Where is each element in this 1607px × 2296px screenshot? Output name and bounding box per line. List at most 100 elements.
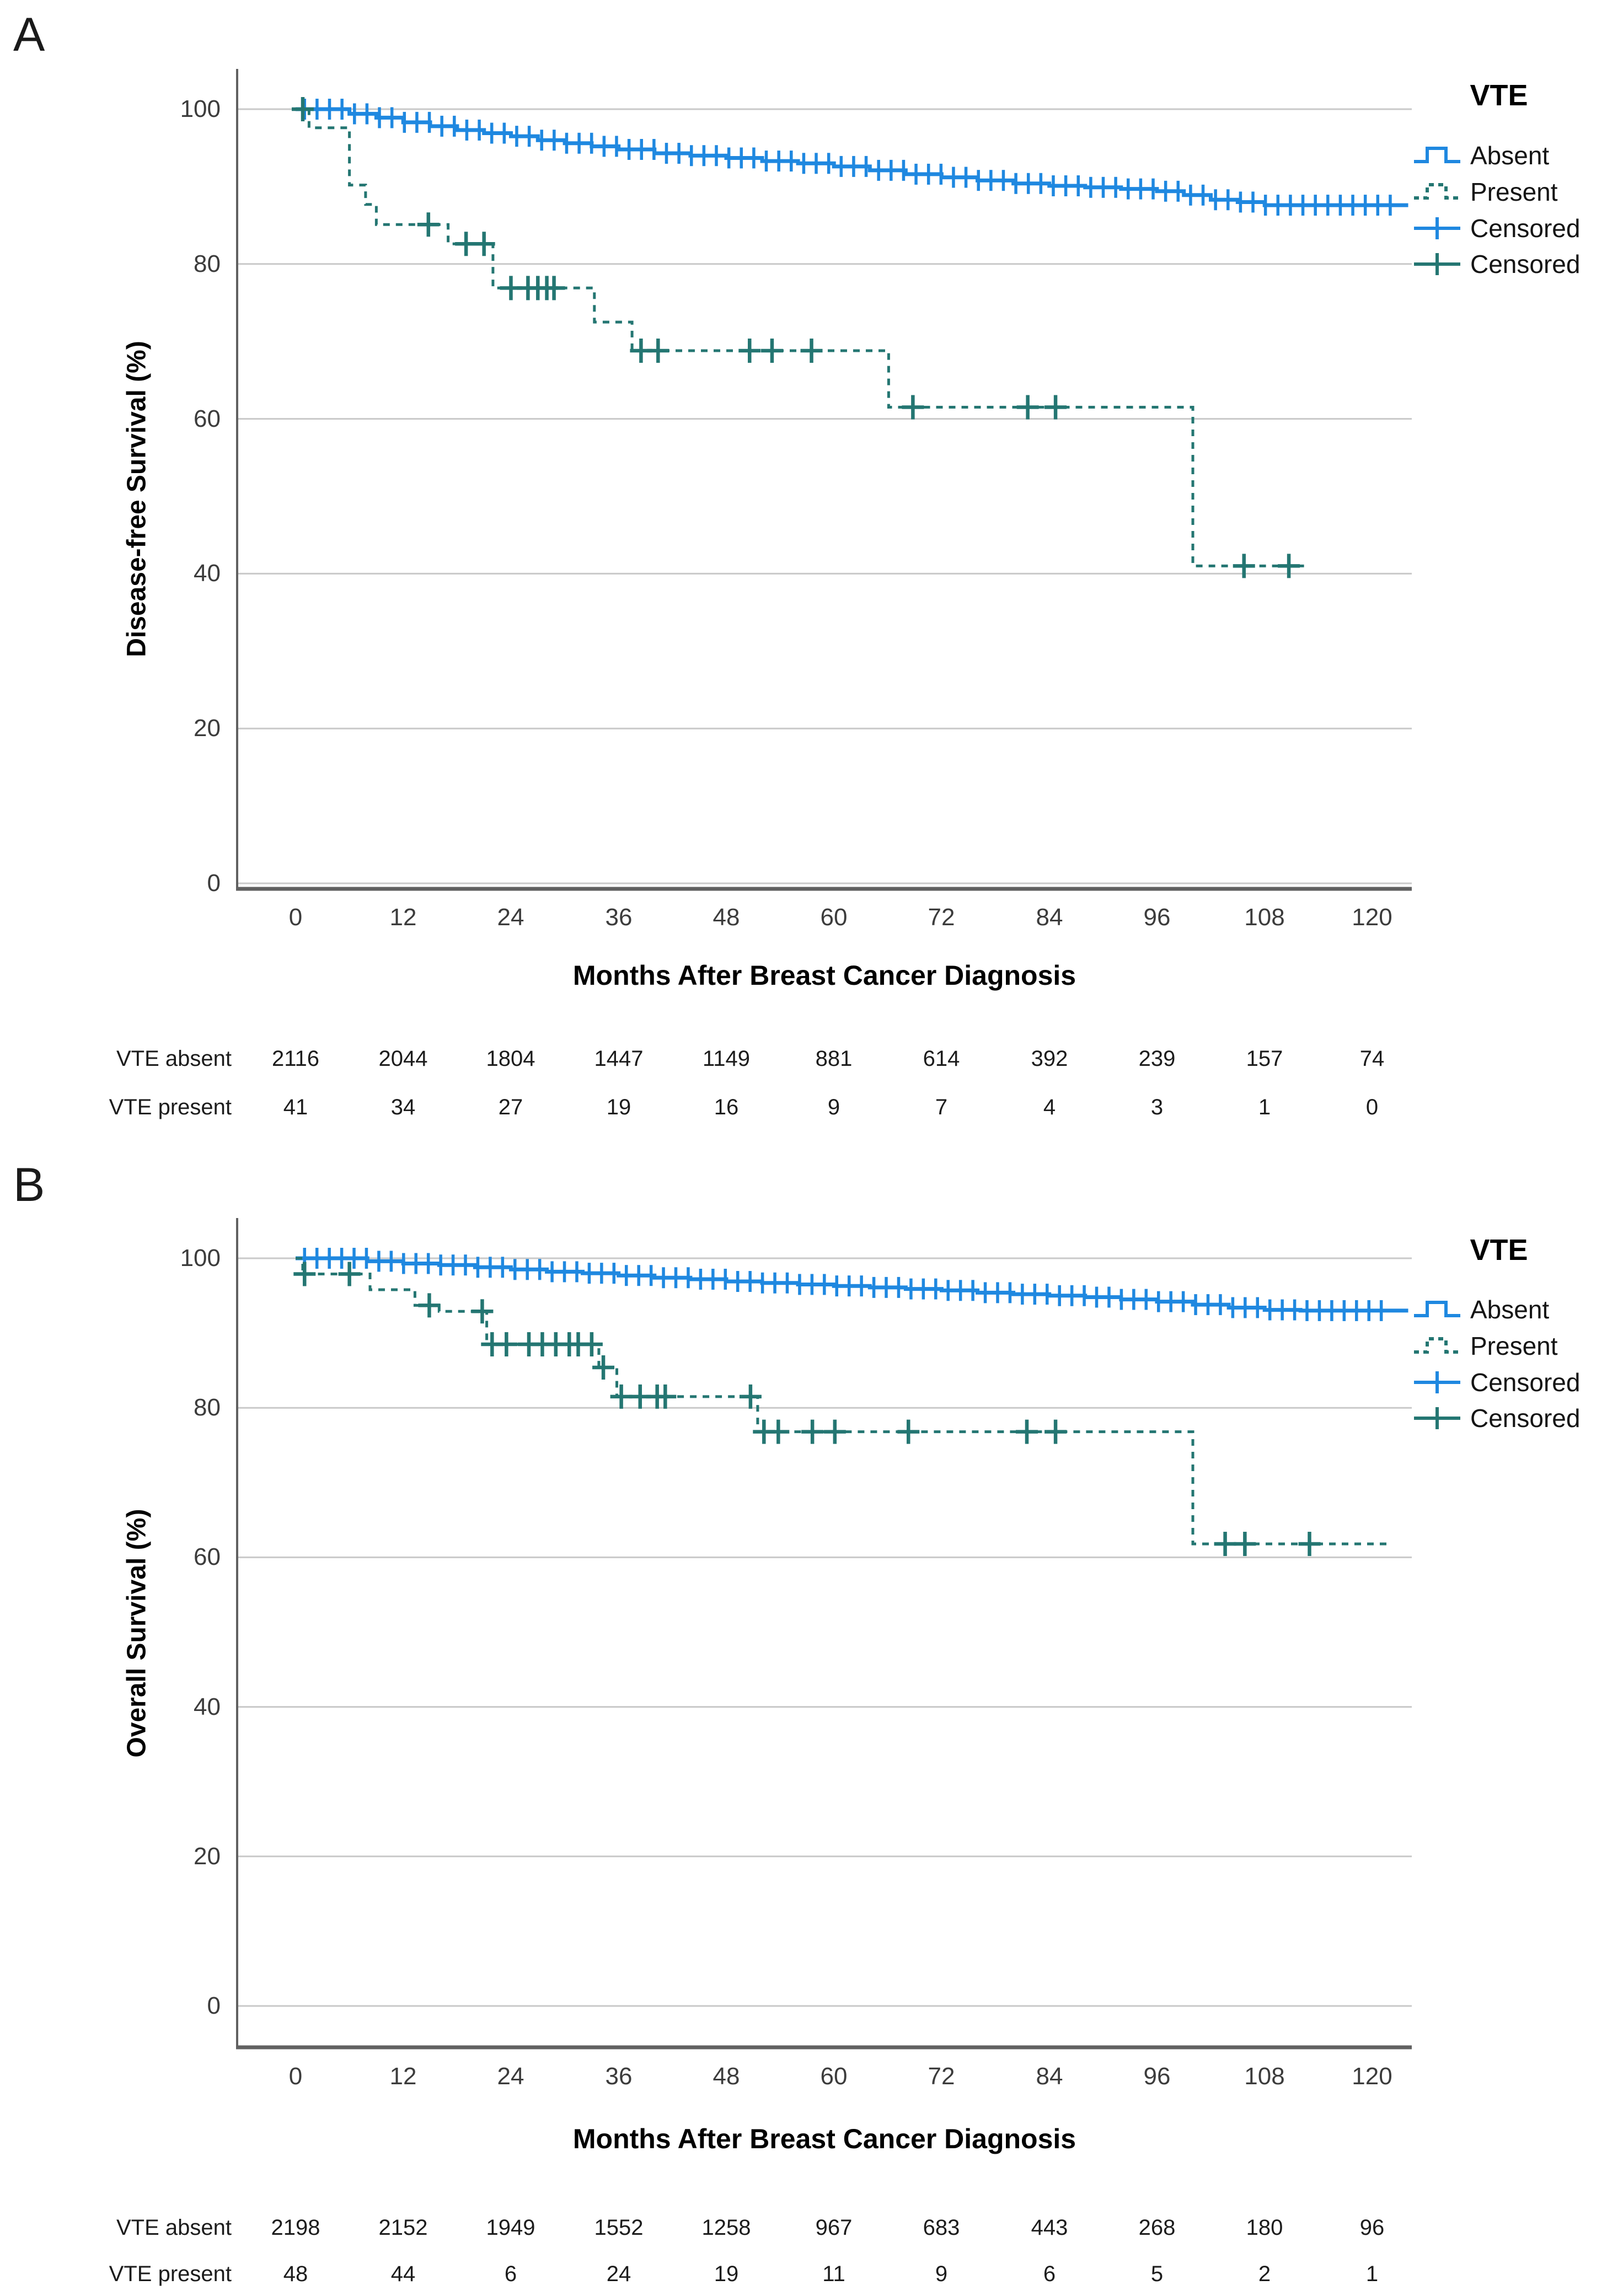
x-axis-tick-label: 108 bbox=[1244, 904, 1285, 931]
panel-b-legend-item-absent: Absent bbox=[1413, 1293, 1549, 1326]
panel-a-risk-row-label-present: VTE present bbox=[109, 1095, 232, 1119]
x-axis-tick-label: 72 bbox=[928, 2063, 955, 2090]
risk-table-value: 5 bbox=[1150, 2262, 1164, 2286]
risk-table-value: 2 bbox=[1258, 2262, 1271, 2286]
risk-table-value: 392 bbox=[1031, 1047, 1068, 1071]
risk-table-value: 1552 bbox=[594, 2215, 644, 2240]
panel-a-legend-item-present: Present bbox=[1413, 175, 1558, 208]
risk-table-value: 96 bbox=[1359, 2215, 1385, 2240]
x-axis-tick-label: 60 bbox=[820, 904, 848, 931]
risk-table-value: 2044 bbox=[378, 1047, 428, 1071]
risk-table-value: 74 bbox=[1359, 1047, 1385, 1071]
x-axis-tick-label: 120 bbox=[1352, 904, 1392, 931]
risk-table-value: 1 bbox=[1258, 1095, 1271, 1119]
panel-b-legend-item-present: Present bbox=[1413, 1329, 1558, 1362]
y-axis-tick-label: 100 bbox=[180, 95, 221, 122]
x-axis-tick-label: 108 bbox=[1244, 2063, 1285, 2090]
y-axis-tick-label: 60 bbox=[194, 1543, 221, 1570]
panel-a-legend-item-censored-present: Censored bbox=[1413, 248, 1580, 281]
risk-table-value: 881 bbox=[815, 1047, 853, 1071]
legend-item-label: Censored bbox=[1470, 250, 1581, 278]
panel-a-legend-item-absent: Absent bbox=[1413, 139, 1549, 172]
risk-table-value: 9 bbox=[827, 1095, 840, 1119]
plus-legend-icon bbox=[1413, 252, 1464, 276]
risk-table-value: 1 bbox=[1365, 2262, 1379, 2286]
panel-b-legend-title: VTE bbox=[1470, 1233, 1528, 1267]
risk-table-value: 1258 bbox=[701, 2215, 751, 2240]
x-axis-tick-label: 72 bbox=[928, 904, 955, 931]
x-axis-tick-label: 84 bbox=[1036, 2063, 1063, 2090]
legend-item-label: Absent bbox=[1470, 141, 1550, 170]
risk-table-value: 24 bbox=[606, 2262, 631, 2286]
risk-table-value: 19 bbox=[606, 1095, 631, 1119]
panel-a-letter: A bbox=[13, 8, 45, 61]
plus-legend-icon bbox=[1413, 1370, 1464, 1394]
panel-a-risk-row-label-absent: VTE absent bbox=[116, 1047, 232, 1071]
plus-legend-icon bbox=[1413, 216, 1464, 240]
y-axis-tick-label: 80 bbox=[194, 250, 221, 277]
risk-table-value: 7 bbox=[935, 1095, 948, 1119]
risk-table-value: 11 bbox=[822, 2262, 845, 2286]
risk-table-value: 4 bbox=[1043, 1095, 1056, 1119]
panel-b-risk-row-label-present: VTE present bbox=[109, 2262, 232, 2286]
x-axis-tick-label: 120 bbox=[1352, 2063, 1392, 2090]
risk-table-value: 6 bbox=[504, 2262, 517, 2286]
risk-table-value: 157 bbox=[1246, 1047, 1283, 1071]
risk-table-value: 44 bbox=[390, 2262, 416, 2286]
panel-b-legend-item-censored-present: Censored bbox=[1413, 1402, 1580, 1435]
x-axis-tick-label: 24 bbox=[497, 904, 524, 931]
risk-table-value: 48 bbox=[283, 2262, 308, 2286]
legend-item-label: Present bbox=[1470, 178, 1558, 206]
y-axis-tick-label: 0 bbox=[207, 870, 221, 897]
risk-table-value: 0 bbox=[1365, 1095, 1379, 1119]
risk-table-value: 268 bbox=[1138, 2215, 1176, 2240]
risk-table-value: 9 bbox=[935, 2262, 948, 2286]
x-axis-tick-label: 96 bbox=[1143, 904, 1171, 931]
y-axis-tick-label: 60 bbox=[194, 405, 221, 432]
panel-b-x-axis-title: Months After Breast Cancer Diagnosis bbox=[572, 2123, 1076, 2154]
step-solid-legend-icon bbox=[1413, 143, 1464, 168]
risk-table-value: 6 bbox=[1043, 2262, 1056, 2286]
risk-table-value: 443 bbox=[1031, 2215, 1068, 2240]
risk-table-value: 683 bbox=[923, 2215, 960, 2240]
risk-table-value: 3 bbox=[1150, 1095, 1164, 1119]
risk-table-value: 1949 bbox=[486, 2215, 535, 2240]
step-dashed-legend-icon bbox=[1413, 180, 1464, 204]
legend-item-label: Present bbox=[1470, 1332, 1558, 1360]
step-dashed-legend-icon bbox=[1413, 1334, 1464, 1358]
risk-table-value: 2152 bbox=[378, 2215, 428, 2240]
x-axis-tick-label: 12 bbox=[389, 2063, 417, 2090]
risk-table-value: 180 bbox=[1246, 2215, 1283, 2240]
plus-legend-icon bbox=[1413, 1406, 1464, 1430]
panel-a-x-axis-title: Months After Breast Cancer Diagnosis bbox=[572, 960, 1076, 991]
step-solid-legend-icon bbox=[1413, 1297, 1464, 1322]
x-axis-tick-label: 48 bbox=[713, 2063, 740, 2090]
legend-item-label: Censored bbox=[1470, 1404, 1581, 1433]
risk-table-value: 41 bbox=[283, 1095, 308, 1119]
risk-table-value: 1804 bbox=[486, 1047, 535, 1071]
y-axis-tick-label: 40 bbox=[194, 1693, 221, 1720]
x-axis-tick-label: 12 bbox=[389, 904, 417, 931]
panel-a-legend-title: VTE bbox=[1470, 79, 1528, 112]
legend-item-label: Censored bbox=[1470, 1368, 1581, 1397]
x-axis-tick-label: 60 bbox=[820, 2063, 848, 2090]
y-axis-tick-label: 20 bbox=[194, 1843, 221, 1870]
x-axis-tick-label: 36 bbox=[605, 904, 633, 931]
risk-table-value: 239 bbox=[1138, 1047, 1176, 1071]
y-axis-tick-label: 20 bbox=[194, 715, 221, 742]
risk-table-value: 16 bbox=[714, 1095, 739, 1119]
x-axis-tick-label: 24 bbox=[497, 2063, 524, 2090]
risk-table-value: 614 bbox=[923, 1047, 960, 1071]
legend-item-label: Absent bbox=[1470, 1295, 1550, 1324]
x-axis-tick-label: 48 bbox=[713, 904, 740, 931]
legend-item-label: Censored bbox=[1470, 214, 1581, 243]
risk-table-value: 19 bbox=[714, 2262, 739, 2286]
risk-table-value: 967 bbox=[815, 2215, 853, 2240]
risk-table-value: 2198 bbox=[271, 2215, 320, 2240]
risk-table-value: 1447 bbox=[594, 1047, 644, 1071]
x-axis-tick-label: 0 bbox=[288, 904, 303, 931]
x-axis-tick-label: 0 bbox=[288, 2063, 303, 2090]
risk-table-value: 34 bbox=[390, 1095, 416, 1119]
